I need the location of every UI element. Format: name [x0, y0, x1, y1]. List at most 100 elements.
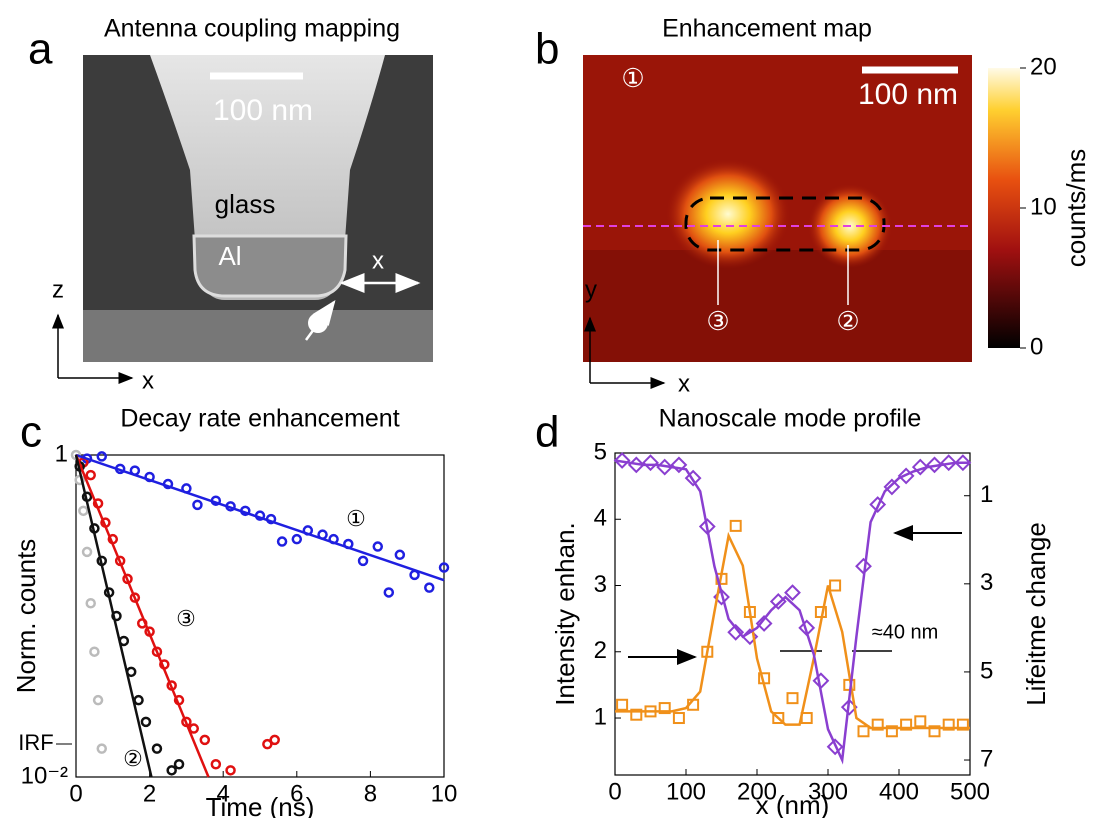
axis-label: x — [142, 367, 154, 394]
data-point — [684, 469, 702, 487]
x-tick-label: 100 — [666, 778, 706, 805]
data-point — [96, 451, 108, 462]
panel-a: a Antenna coupling mapping 100 nm glass … — [28, 15, 433, 394]
colorbar-tick-label: 0 — [1030, 333, 1043, 360]
panel-b: b Enhancement map 100 nm ① ② ③ counts/ms… — [535, 15, 1091, 398]
x-tick-label: 300 — [808, 778, 848, 805]
data-point — [192, 499, 203, 511]
antenna-outline — [684, 196, 886, 252]
colorbar-tick-label: 10 — [1030, 193, 1057, 220]
data-point — [616, 698, 629, 711]
data-point — [885, 725, 898, 738]
data-point — [914, 715, 927, 728]
substrate — [83, 310, 433, 362]
data-point — [92, 694, 104, 706]
data-point — [276, 536, 288, 547]
fit-line — [615, 531, 970, 730]
data-point — [658, 702, 671, 715]
data-point — [928, 725, 941, 738]
data-point — [826, 738, 844, 756]
panel-title: Nanoscale mode profile — [659, 405, 922, 433]
data-point — [786, 692, 799, 705]
heatmap-shade — [583, 250, 972, 362]
data-point — [642, 454, 659, 472]
fit-line — [614, 459, 970, 765]
hotspot — [666, 159, 790, 269]
data-point — [372, 541, 384, 552]
plot-frame — [75, 454, 445, 778]
data-point — [262, 738, 273, 750]
data-point — [78, 505, 89, 517]
y-tick-label: 1 — [594, 703, 607, 730]
x-tick-label: 400 — [879, 778, 919, 805]
data-point — [269, 734, 280, 746]
fit-line — [75, 453, 445, 582]
scale-bar-label: 100 nm — [213, 94, 313, 127]
colorbar-tick-label: 20 — [1030, 53, 1057, 80]
panel-label: d — [535, 408, 559, 457]
data-point — [81, 546, 93, 558]
panel-title: Enhancement map — [662, 15, 872, 43]
axis-label: y — [585, 276, 597, 303]
glass-label: glass — [215, 189, 276, 219]
y2-axis-label: Lifeitme change — [1021, 522, 1051, 706]
axis-label: x — [678, 370, 690, 397]
data-point — [911, 458, 929, 476]
panel-label: b — [535, 25, 559, 74]
data-point — [800, 712, 813, 725]
position-marker: ② — [836, 306, 859, 336]
colorbar-label: counts/ms — [1061, 149, 1091, 268]
y2-tick-label: 7 — [980, 745, 993, 772]
series-label: ① — [346, 506, 366, 531]
y-tick-label: 5 — [594, 438, 607, 465]
data-point — [394, 549, 406, 561]
x-axis-label: Time (ns) — [206, 792, 315, 818]
data-point — [613, 452, 631, 469]
data-point — [883, 478, 901, 496]
series-label: ③ — [176, 606, 196, 631]
data-point — [210, 759, 222, 770]
x-axis-label: x (nm) — [756, 790, 830, 818]
data-point — [85, 469, 96, 481]
data-point — [857, 725, 870, 738]
y-tick-label: 2 — [594, 637, 607, 664]
data-point — [829, 579, 842, 592]
scale-bar-label: 100 nm — [858, 78, 958, 111]
data-point — [96, 743, 108, 754]
panel-label: a — [28, 25, 53, 74]
x-tick-label: 6 — [290, 780, 303, 807]
plot-frame — [614, 452, 971, 776]
data-point — [871, 718, 884, 731]
x-tick-label: 10 — [431, 780, 458, 807]
data-point — [630, 708, 643, 721]
x-tick-label: 0 — [69, 780, 82, 807]
data-point — [956, 718, 969, 731]
y-axis-label: Norm. counts — [11, 539, 41, 694]
x-tick-label: 500 — [950, 778, 990, 805]
annotation: ≈40 nm — [872, 621, 939, 643]
fit-line — [74, 454, 153, 778]
x-tick-label: 200 — [737, 778, 777, 805]
x-tick-label: 8 — [364, 780, 377, 807]
series-label: IRF — [18, 730, 53, 755]
y2-tick-label: 1 — [980, 481, 993, 508]
fit-line — [74, 454, 210, 778]
data-point — [133, 694, 144, 706]
data-point — [89, 646, 100, 657]
data-point — [151, 646, 163, 657]
y-tick-label: 10⁻² — [21, 762, 68, 789]
panel-label: c — [20, 408, 42, 457]
al-layer — [192, 234, 348, 298]
data-point — [424, 582, 435, 593]
data-point — [85, 598, 96, 609]
y-tick-label: 3 — [594, 571, 607, 598]
data-point — [672, 712, 685, 725]
data-point — [900, 718, 913, 731]
y2-tick-label: 3 — [980, 569, 993, 596]
panel-title: Antenna coupling mapping — [104, 15, 400, 43]
data-point — [129, 592, 141, 603]
data-point — [166, 765, 177, 776]
data-point — [926, 456, 943, 474]
y-tick-label: 4 — [594, 505, 607, 532]
